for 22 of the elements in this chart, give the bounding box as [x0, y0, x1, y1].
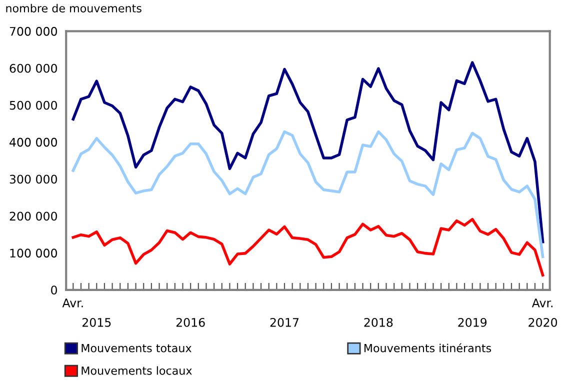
y-tick-label: 0 [51, 286, 58, 295]
x-tick-label: 2018 [364, 318, 393, 327]
y-tick-label: 100 000 [10, 248, 57, 258]
y-axis-title: nombre de mouvements [6, 4, 142, 12]
x-tick-label: 2016 [176, 318, 205, 327]
x-tick-label: Avr. 2020 [528, 298, 558, 327]
legend-label: Mouvements totaux [82, 344, 192, 352]
y-tick-label: 400 000 [10, 138, 57, 147]
legend-label: Mouvements itinérants [364, 343, 492, 352]
x-tick-label: 2015 [82, 318, 111, 327]
y-tick-label: 600 000 [10, 64, 57, 73]
y-tick-label: 500 000 [10, 100, 57, 110]
x-tick-label: Avr. [62, 298, 83, 308]
y-tick-label: 200 000 [10, 212, 57, 221]
x-tick-label: 2019 [458, 318, 487, 327]
line-series [72, 61, 544, 244]
y-tick-label: 700 000 [10, 26, 57, 36]
line-series [72, 130, 544, 258]
y-tick-label: 300 000 [10, 174, 57, 184]
legend-label: Mouvements locaux [82, 366, 192, 375]
x-tick-label: 2017 [270, 318, 299, 327]
line-series [72, 218, 544, 277]
